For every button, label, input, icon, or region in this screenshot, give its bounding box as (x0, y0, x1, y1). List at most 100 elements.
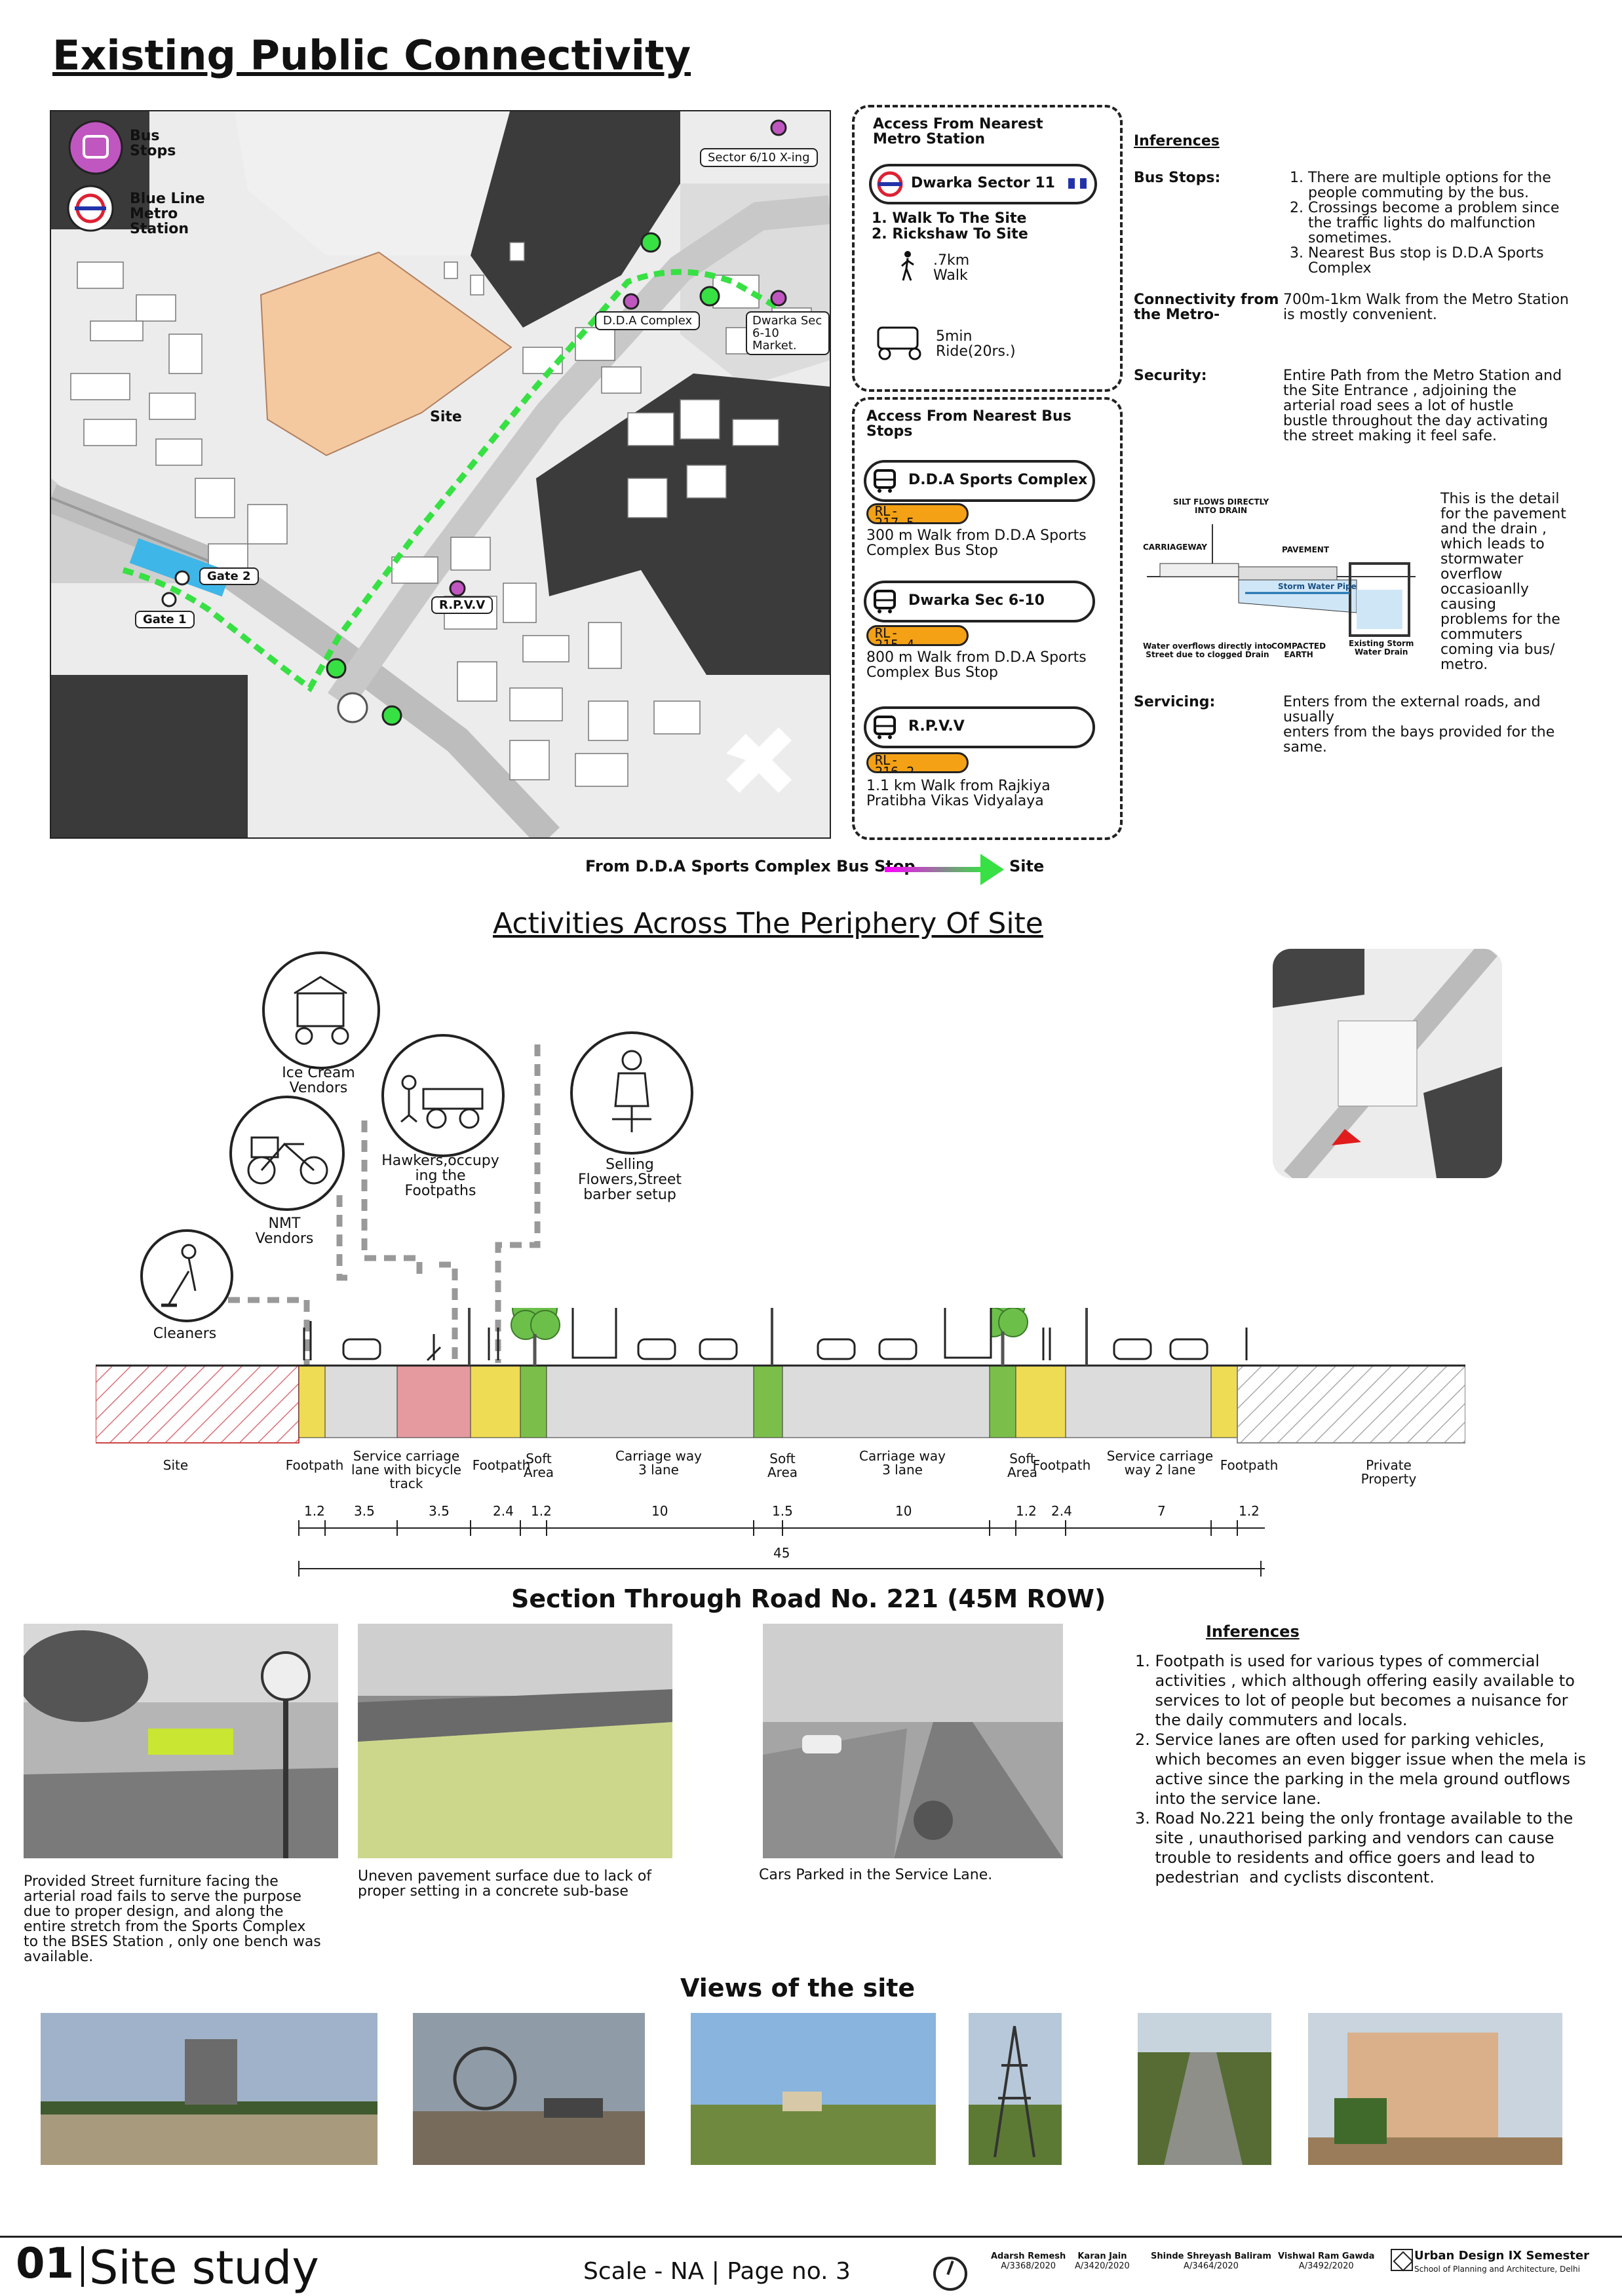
legend-bus-stops: Bus Stops (130, 128, 176, 159)
author-name: Adarsh Remesh (991, 2251, 1066, 2261)
map-svg (51, 111, 830, 837)
bus-icon (874, 469, 896, 493)
dimension-value: 7 (1157, 1503, 1166, 1519)
walk-icon (901, 251, 914, 281)
inference-label: Connectivity from the Metro- (1134, 292, 1279, 323)
zone-label: Site (163, 1457, 189, 1473)
author: Karan Jain A/3420/2020 (1075, 2251, 1130, 2271)
zone-label: Carriage way 3 lane (615, 1448, 702, 1478)
bus-stop-name: Dwarka Sec 6-10 (908, 592, 1045, 609)
legend-metro: Blue Line Metro Station (130, 191, 205, 237)
zone-label: Footpath (1220, 1457, 1279, 1473)
bus-icon (874, 716, 896, 739)
activity-label: Cleaners (153, 1326, 217, 1342)
activity-label: Hawkers,occupy ing the Footpaths (381, 1153, 499, 1199)
blue-line-marker (1068, 178, 1075, 189)
photo-caption: Cars Parked in the Service Lane. (759, 1867, 993, 1883)
metro-option-2: 2. Rickshaw To Site (872, 226, 1028, 242)
label-rpvv: R.P.V.V (431, 596, 493, 614)
inference-label: Security: (1134, 368, 1207, 384)
drain-label-carriageway: CARRIAGEWAY (1143, 543, 1207, 552)
drain-detail-diagram: SILT FLOWS DIRECTLY INTO DRAIN CARRIAGEW… (1140, 498, 1429, 668)
inference-item: 1. Footpath is used for various types of… (1135, 1652, 1575, 1729)
map-caption: From D.D.A Sports Complex Bus Stop (585, 857, 916, 875)
author-name: Vishwal Ram Gawda (1278, 2251, 1375, 2261)
dimension-value: 3.5 (429, 1503, 450, 1519)
school-name: School of Planning and Architecture, Del… (1414, 2265, 1580, 2274)
route-arrow-head (980, 854, 1004, 885)
drain-label-pavement: PAVEMENT (1282, 545, 1330, 554)
hawker-icon (381, 1034, 505, 1157)
drain-label-existing: Existing Storm Water Drain (1349, 639, 1414, 657)
ride-info: 5min Ride(20rs.) (936, 328, 1016, 360)
course-name: Urban Design IX Semester (1414, 2249, 1589, 2263)
photo-service-lane (763, 1624, 1063, 1858)
footer-divider (81, 2246, 84, 2287)
activity-label: NMT Vendors (255, 1215, 314, 1247)
label-sector-xing: Sector 6/10 X-ing (700, 148, 818, 167)
inference-text: 700m-1km Walk from the Metro Station is … (1283, 292, 1569, 323)
author-id: A/3492/2020 (1298, 2261, 1354, 2271)
dimension-value: 2.4 (493, 1503, 514, 1519)
blue-line-marker (1080, 178, 1087, 189)
inference-text: Entire Path from the Metro Station and t… (1283, 368, 1562, 444)
zone-label: Carriage way 3 lane (859, 1448, 946, 1478)
dimension-value: 3.5 (354, 1503, 375, 1519)
inference-label: Bus Stops: (1134, 170, 1221, 186)
inference-item: 3. Road No.221 being the only frontage a… (1135, 1809, 1574, 1886)
page-title: Existing Public Connectivity (52, 31, 691, 79)
dimension-value: 1.2 (304, 1503, 325, 1519)
north-arrow-icon (933, 2257, 967, 2291)
author: Adarsh Remesh A/3368/2020 (991, 2251, 1066, 2271)
rl-badge: RL- 215.4 (866, 625, 969, 646)
nmt-vendor-icon (229, 1096, 345, 1211)
footer-rule (0, 2236, 1622, 2238)
photo-street-furniture (24, 1624, 338, 1858)
sheet-number: 01 (16, 2240, 75, 2288)
inference-text: Enters from the external roads, and usua… (1283, 694, 1555, 756)
zone-label: Service carriage way 2 lane (1106, 1448, 1214, 1478)
connectivity-map: Bus Stops Blue Line Metro Station Sector… (50, 110, 831, 839)
inference-label: Servicing: (1134, 694, 1216, 710)
inference-item: 2. Service lanes are often used for park… (1135, 1731, 1587, 1808)
photo-caption: Provided Street furniture facing the art… (24, 1873, 321, 1965)
rickshaw-icon (877, 326, 921, 360)
label-site: Site (430, 409, 462, 425)
bus-stop-pill: D.D.A Sports Complex (864, 460, 1095, 502)
inferences-bottom-heading: Inferences (1206, 1622, 1300, 1641)
drain-note: This is the detail for the pavement and … (1440, 491, 1566, 673)
zone-label: Private Property (1361, 1457, 1417, 1487)
activity-label: Selling Flowers,Street barber setup (577, 1157, 682, 1203)
road-section (95, 1208, 1466, 1448)
photo-uneven-pavement (358, 1624, 672, 1858)
bus-access-box: Access From Nearest Bus Stops D.D.A Spor… (852, 397, 1123, 840)
section-title: Section Through Road No. 221 (45M ROW) (511, 1584, 1106, 1613)
spa-logo-icon (1391, 2249, 1414, 2272)
author: Vishwal Ram Gawda A/3492/2020 (1278, 2251, 1374, 2271)
site-view-photo (413, 2013, 645, 2165)
dimension-total: 45 (773, 1545, 790, 1561)
label-gate1: Gate 1 (135, 611, 195, 628)
activities-title: Activities Across The Periphery Of Site (493, 907, 1043, 940)
map-caption-end: Site (1009, 857, 1045, 875)
author-id: A/3464/2020 (1184, 2261, 1239, 2271)
label-dda-complex: D.D.A Complex (595, 311, 701, 330)
rl-badge: RL- 217.5 (866, 503, 969, 524)
key-plan (1273, 949, 1502, 1178)
dimension-value: 1.2 (531, 1503, 552, 1519)
walk-distance: .7km Walk (933, 252, 970, 284)
author-name: Karan Jain (1077, 2251, 1127, 2261)
bus-stop-desc: 800 m Walk from D.D.A Sports Complex Bus… (866, 649, 1087, 681)
drain-label-overflow: Water overflows directly into Street due… (1143, 641, 1272, 659)
bus-stop-name: D.D.A Sports Complex (908, 472, 1088, 488)
barber-icon (570, 1031, 693, 1155)
dimension-value: 1.2 (1016, 1503, 1037, 1519)
dimension-value: 2.4 (1051, 1503, 1072, 1519)
metro-option-1: 1. Walk To The Site (872, 210, 1027, 227)
sheet-title: Site study (89, 2241, 319, 2295)
zone-label: Soft Area (767, 1451, 798, 1480)
metro-station-pill: Dwarka Sector 11 (869, 164, 1097, 204)
label-gate2: Gate 2 (199, 567, 259, 585)
road-section-svg (95, 1208, 1466, 1444)
author: Shinde Shreyash Baliram A/3464/2020 (1151, 2251, 1271, 2271)
